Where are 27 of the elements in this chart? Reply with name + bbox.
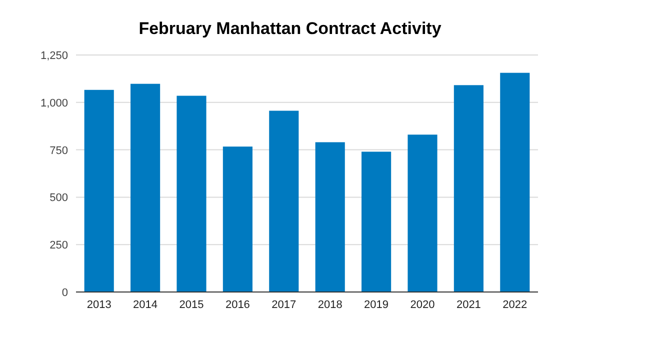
chart-title: February Manhattan Contract Activity — [138, 19, 442, 38]
x-tick-label: 2014 — [133, 299, 158, 311]
bar — [222, 146, 252, 292]
bar — [269, 110, 299, 292]
x-tick-label: 2015 — [179, 299, 204, 311]
y-tick-label: 1,250 — [40, 50, 68, 62]
bar — [500, 72, 530, 292]
bar — [176, 96, 206, 292]
y-tick-label: 1,000 — [40, 97, 68, 110]
bar — [130, 84, 160, 292]
x-tick-label: 2020 — [410, 299, 435, 311]
bar — [408, 134, 438, 292]
bar — [454, 85, 484, 292]
x-tick-label: 2018 — [318, 299, 342, 311]
y-tick-label: 750 — [50, 144, 68, 157]
x-tick-label: 2021 — [456, 299, 481, 311]
y-tick-label: 500 — [50, 192, 68, 204]
x-tick-label: 2016 — [225, 299, 250, 311]
x-tick-label: 2022 — [502, 299, 528, 311]
x-tick-label: 2017 — [272, 299, 296, 311]
y-tick-label: 0 — [62, 287, 68, 299]
x-tick-label: 2013 — [86, 299, 112, 311]
y-tick-label: 250 — [50, 240, 68, 252]
bar — [84, 90, 114, 292]
bar — [362, 152, 392, 292]
x-tick-label: 2019 — [364, 299, 389, 311]
bar — [315, 142, 345, 292]
